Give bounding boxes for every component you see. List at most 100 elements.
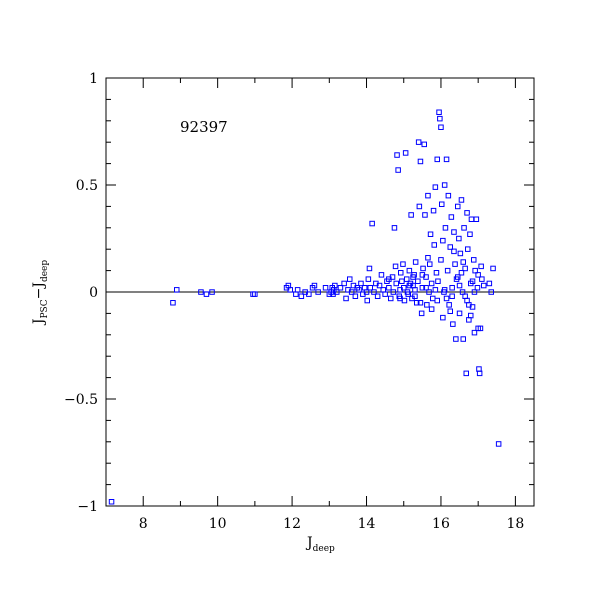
data-point (417, 300, 424, 306)
data-point (395, 167, 401, 173)
data-point (471, 289, 478, 295)
x-tick-labels: 8 10 12 14 16 18 (139, 516, 525, 532)
data-point (367, 285, 373, 291)
data-point (443, 295, 450, 302)
x-tick-label: 18 (506, 516, 524, 532)
data-point (458, 270, 465, 276)
data-point (442, 225, 449, 231)
data-point (311, 282, 318, 289)
data-point (427, 261, 433, 267)
axis-ticks (105, 77, 534, 507)
data-point (488, 289, 494, 295)
data-point (252, 291, 258, 297)
data-point (467, 231, 473, 237)
data-point (463, 370, 469, 377)
data-point (433, 270, 440, 276)
data-point (417, 158, 424, 165)
data-point (405, 291, 411, 297)
data-point (426, 289, 432, 295)
data-point (108, 499, 115, 505)
data-point (332, 282, 338, 289)
data-point (371, 289, 377, 295)
data-point (391, 225, 398, 231)
data-point (453, 336, 459, 342)
data-point (406, 267, 413, 274)
data-point (446, 302, 452, 308)
data-point (209, 289, 215, 295)
data-point (462, 293, 468, 299)
data-point (418, 310, 425, 317)
data-point (386, 285, 392, 291)
data-point (460, 336, 466, 342)
data-point (443, 156, 450, 163)
data-point (401, 285, 407, 291)
data-point (456, 282, 463, 289)
data-point (434, 297, 440, 304)
data-point (408, 212, 414, 218)
data-point (348, 289, 355, 295)
data-point (352, 293, 359, 299)
data-point (436, 109, 442, 115)
data-point (294, 287, 301, 293)
data-point (374, 293, 381, 299)
data-point (393, 280, 399, 287)
data-point (449, 285, 455, 291)
data-point (203, 291, 210, 297)
y-tick-label: 1 (89, 71, 98, 87)
data-point (476, 370, 483, 377)
data-point (435, 278, 441, 284)
data-point (422, 212, 428, 218)
data-point (455, 274, 461, 280)
data-point (432, 287, 439, 293)
data-point (421, 141, 427, 148)
data-point (363, 289, 370, 295)
y-tick-label: −1 (77, 499, 98, 515)
data-point (343, 295, 349, 302)
data-point (376, 282, 383, 289)
x-axis-label: Jdeep (305, 535, 335, 554)
data-point (466, 302, 472, 308)
data-point (412, 259, 419, 265)
data-point (366, 265, 373, 272)
data-point (365, 276, 372, 282)
y-axis-label: JPSC−Jdeep (31, 260, 50, 327)
data-point (358, 280, 364, 287)
data-point (447, 244, 453, 250)
data-point (414, 300, 420, 306)
data-point (430, 295, 436, 302)
data-point (464, 210, 470, 216)
data-point (440, 314, 446, 321)
x-tick-label: 10 (209, 516, 227, 532)
y-tick-labels: −1 −0.5 0 0.5 1 (64, 71, 98, 515)
data-point (425, 192, 431, 199)
data-point (298, 293, 305, 299)
data-point (469, 278, 476, 284)
data-point (432, 184, 439, 190)
data-point (415, 139, 422, 145)
data-point (427, 231, 434, 237)
data-point (356, 287, 362, 293)
data-point (490, 265, 496, 272)
data-point (437, 115, 443, 122)
data-point (456, 235, 462, 242)
data-point (337, 285, 344, 291)
data-point (412, 287, 418, 293)
data-point (481, 282, 487, 289)
data-point (468, 216, 475, 222)
data-point (478, 263, 484, 270)
data-point (473, 216, 480, 222)
data-point (364, 297, 370, 304)
data-point (420, 265, 426, 272)
data-point (419, 285, 426, 291)
data-point (423, 285, 429, 291)
data-point (401, 297, 408, 304)
data-point (474, 285, 481, 291)
data-point (439, 201, 445, 207)
y-tick-label: 0.5 (76, 178, 98, 194)
data-point (431, 242, 437, 248)
y-tick-label: −0.5 (64, 392, 98, 408)
data-point (410, 274, 416, 280)
data-point (347, 276, 353, 282)
data-point (445, 192, 452, 199)
